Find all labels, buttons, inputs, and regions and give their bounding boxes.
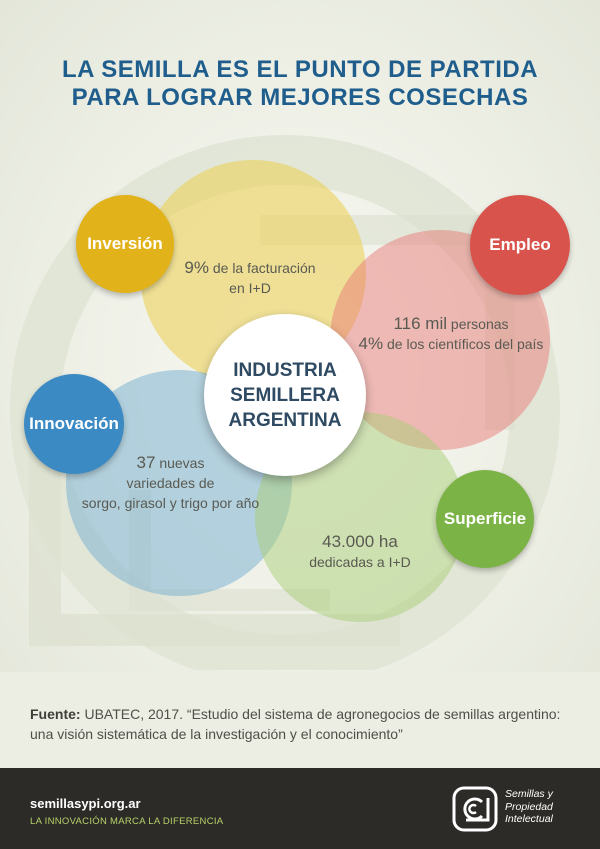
- empleo-stat-value2: 4%: [358, 334, 384, 353]
- footer: semillasypi.org.ar LA INNOVACIÓN MARCA L…: [0, 768, 600, 849]
- superficie-stat-line2: dedicadas a I+D: [309, 554, 411, 570]
- logo-text-line-2: Propiedad: [505, 800, 553, 813]
- innovacion-stat-rest1: nuevas: [159, 455, 205, 471]
- empleo-stat-value1: 116 mil: [393, 314, 448, 333]
- superficie-badge: Superficie: [436, 470, 534, 568]
- superficie-stat-value: 43.000 ha: [322, 532, 398, 551]
- inversion-badge: Inversión: [76, 195, 174, 293]
- inversion-stat-value: 9%: [184, 258, 209, 277]
- empleo-stat: 116 mil personas 4% de los científicos d…: [358, 314, 544, 354]
- logo-text: Semillas y Propiedad Intelectual: [505, 788, 553, 826]
- superficie-stat: 43.000 ha dedicadas a I+D: [290, 532, 430, 572]
- center-circle: INDUSTRIA SEMILLERA ARGENTINA: [204, 314, 366, 476]
- center-line-2: SEMILLERA: [230, 384, 340, 406]
- empleo-badge: Empleo: [470, 195, 570, 295]
- center-line-1: INDUSTRIA: [233, 359, 337, 381]
- innovacion-stat-line3: sorgo, girasol y trigo por año: [81, 495, 260, 511]
- footer-tagline: LA INNOVACIÓN MARCA LA DIFERENCIA: [30, 816, 224, 827]
- logo-text-line-3: Intelectual: [505, 813, 553, 825]
- source-text: UBATEC, 2017. “Estudio del sistema de ag…: [30, 706, 561, 742]
- inversion-stat: 9% de la facturación en I+D: [180, 258, 320, 298]
- source-label: Fuente:: [30, 706, 81, 722]
- empleo-stat-rest2: de los científicos del país: [387, 336, 544, 352]
- innovacion-stat-line2: variedades de: [126, 475, 215, 491]
- title-line-2: PARA LOGRAR MEJORES COSECHAS: [71, 84, 529, 111]
- title-line-1: LA SEMILLA ES EL PUNTO DE PARTIDA: [61, 56, 539, 83]
- page-title: LA SEMILLA ES EL PUNTO DE PARTIDA PARA L…: [0, 56, 600, 112]
- inversion-stat-line2: en I+D: [229, 280, 271, 296]
- innovacion-stat-value: 37: [136, 453, 156, 472]
- center-line-3: ARGENTINA: [228, 409, 342, 431]
- infographic-panel: LA SEMILLA ES EL PUNTO DE PARTIDA PARA L…: [0, 0, 600, 672]
- innovacion-stat: 37 nuevas variedades de sorgo, girasol y…: [78, 453, 263, 513]
- source-note: Fuente: UBATEC, 2017. “Estudio del siste…: [30, 704, 570, 744]
- inversion-stat-text: de la facturación: [212, 260, 316, 276]
- innovacion-badge: Innovación: [24, 374, 124, 474]
- logo-text-line-1: Semillas y: [505, 788, 553, 800]
- semillas-logo-icon: [452, 786, 498, 832]
- footer-website-link[interactable]: semillasypi.org.ar: [30, 796, 141, 811]
- empleo-stat-rest1: personas: [450, 316, 509, 332]
